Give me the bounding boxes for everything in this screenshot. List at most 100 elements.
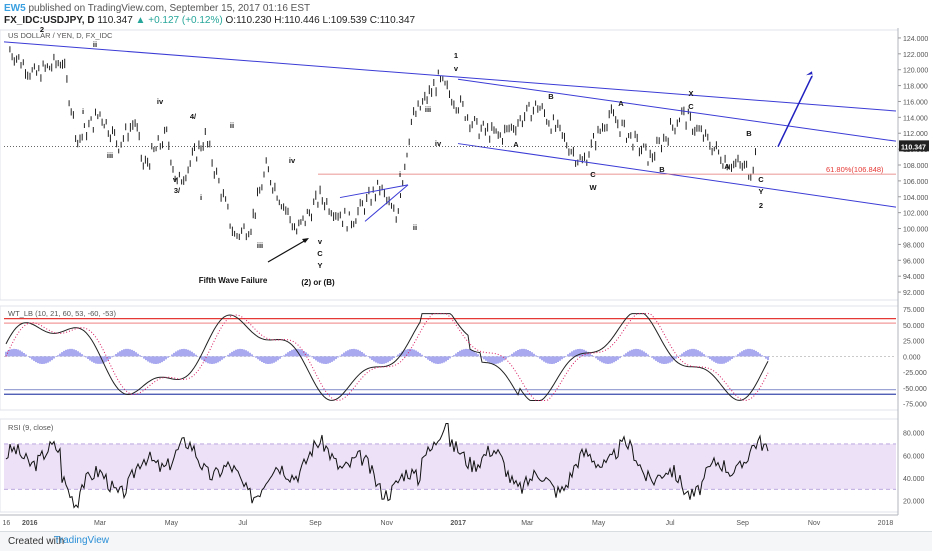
wave-label: C	[758, 175, 764, 184]
wave-label: C	[317, 249, 323, 258]
price-tick-label: 116.000	[903, 99, 928, 106]
wave-label: A	[618, 99, 624, 108]
wt-tick-label: -75.000	[903, 402, 927, 409]
fib-level-label: 61.80%(106.848)	[826, 165, 884, 174]
wt-tick-label: 0.000	[903, 354, 921, 361]
wave-label: i	[399, 170, 401, 179]
wave-label: A	[513, 140, 519, 149]
price-change: ▲ +0.127 (+0.12%)	[135, 15, 223, 26]
wave-label: W	[589, 183, 597, 192]
time-tick-label: 2017	[450, 520, 466, 527]
footer-created-with: Created with	[8, 536, 65, 547]
projection-arrow	[777, 75, 813, 148]
wave-label: iv	[289, 156, 296, 165]
wave-label: B	[548, 92, 554, 101]
time-tick-label: May	[165, 520, 179, 527]
wave-label: B	[659, 165, 665, 174]
symbol-info: FX_IDC:USDJPY, D 110.347 ▲ +0.127 (+0.12…	[4, 15, 415, 26]
price-panel-title: US DOLLAR / YEN, D, FX_IDC	[8, 31, 113, 40]
rsi-tick-label: 40.000	[903, 476, 925, 483]
price-tick-label: 100.000	[903, 227, 928, 234]
price-tick-label: 108.000	[903, 163, 928, 170]
rsi-panel-title: RSI (9, close)	[8, 423, 54, 432]
mid-channel-line	[457, 78, 897, 142]
wt-tick-label: 25.000	[903, 339, 925, 346]
wave-label: B	[746, 129, 752, 138]
time-tick-label: Nov	[808, 520, 821, 527]
wt-tick-label: 75.000	[903, 307, 925, 314]
wedge-lower-line	[364, 184, 409, 222]
wave-label: A	[724, 162, 730, 171]
price-tick-label: 92.000	[903, 290, 925, 297]
price-tick-label: 120.000	[903, 68, 928, 75]
wave-label: 1	[454, 51, 458, 60]
author-name[interactable]: EW5	[4, 3, 26, 14]
chart-canvas[interactable]: 124.000122.000120.000118.000116.000114.0…	[0, 0, 932, 531]
wave-label: v	[173, 175, 178, 184]
price-tick-label: 122.000	[903, 52, 928, 59]
wave-label: i	[200, 193, 202, 202]
published-text: published on TradingView.com, September …	[28, 3, 311, 14]
rsi-tick-label: 60.000	[903, 453, 925, 460]
wave-label: Y	[317, 261, 322, 270]
wave-label: Fifth Wave Failure	[199, 276, 268, 285]
price-panel	[0, 29, 899, 301]
time-tick-label: May	[592, 520, 606, 527]
time-tick-label: Jul	[238, 520, 247, 527]
time-tick-label: Mar	[94, 520, 107, 527]
price-tick-label: 106.000	[903, 179, 928, 186]
wave-label: i	[82, 107, 84, 116]
wave-label: C	[590, 170, 596, 179]
last-price-tag-label: 110.347	[901, 144, 926, 151]
price-tick-label: 124.000	[903, 36, 928, 43]
footer: Created with TradingView	[0, 531, 932, 551]
failure-arrow	[267, 239, 307, 263]
wave-label: X	[688, 89, 693, 98]
publish-info: EW5 published on TradingView.com, Septem…	[4, 3, 310, 14]
time-tick-label: Jul	[666, 520, 675, 527]
wave-label: Y	[758, 187, 763, 196]
wave-label: 4/	[190, 112, 197, 121]
wave-label: v	[454, 64, 459, 73]
price-tick-label: 98.000	[903, 242, 925, 249]
wave-label: C	[688, 102, 694, 111]
price-tick-label: 104.000	[903, 195, 928, 202]
time-tick-label: Mar	[521, 520, 534, 527]
rsi-line	[5, 423, 769, 509]
wave-label: ii	[413, 223, 417, 232]
rsi-tick-label: 80.000	[903, 431, 925, 438]
time-tick-label: 16	[2, 520, 10, 527]
wave-label: iii	[107, 151, 113, 160]
price-tick-label: 114.000	[903, 115, 928, 122]
wave-label: v	[318, 237, 323, 246]
price-tick-label: 94.000	[903, 274, 925, 281]
wave-label: ii	[93, 40, 97, 49]
symbol-label: FX_IDC:USDJPY, D	[4, 15, 95, 26]
rsi-tick-label: 20.000	[903, 499, 925, 506]
wt-histogram	[5, 348, 769, 364]
price-tick-label: 96.000	[903, 258, 925, 265]
last-price: 110.347	[97, 15, 133, 26]
wt-tick-label: -25.000	[903, 370, 927, 377]
projection-arrowhead	[806, 71, 813, 80]
lower-channel-line	[457, 143, 897, 208]
time-tick-label: Sep	[309, 520, 322, 527]
time-tick-label: Sep	[736, 520, 749, 527]
last-price-tag	[899, 140, 929, 152]
upper-channel-line	[3, 41, 897, 112]
ohlc-values: O:110.230 H:110.446 L:109.539 C:110.347	[225, 15, 416, 26]
wt-tick-label: -50.000	[903, 386, 927, 393]
wave-label: 3/	[174, 186, 181, 195]
wt-tick-label: 50.000	[903, 323, 925, 330]
tradingview-logo[interactable]: TradingView	[54, 535, 110, 546]
failure-arrowhead	[302, 238, 309, 243]
wave-label: 2	[40, 25, 44, 34]
price-tick-label: 102.000	[903, 211, 928, 218]
wave-label: ii	[230, 121, 234, 130]
wave-label: (2) or (B)	[301, 278, 335, 287]
wave-label: iii	[257, 241, 263, 250]
wave-label: 2	[759, 201, 763, 210]
price-tick-label: 118.000	[903, 84, 928, 91]
price-bars	[9, 46, 756, 241]
time-tick-label: Nov	[381, 520, 394, 527]
